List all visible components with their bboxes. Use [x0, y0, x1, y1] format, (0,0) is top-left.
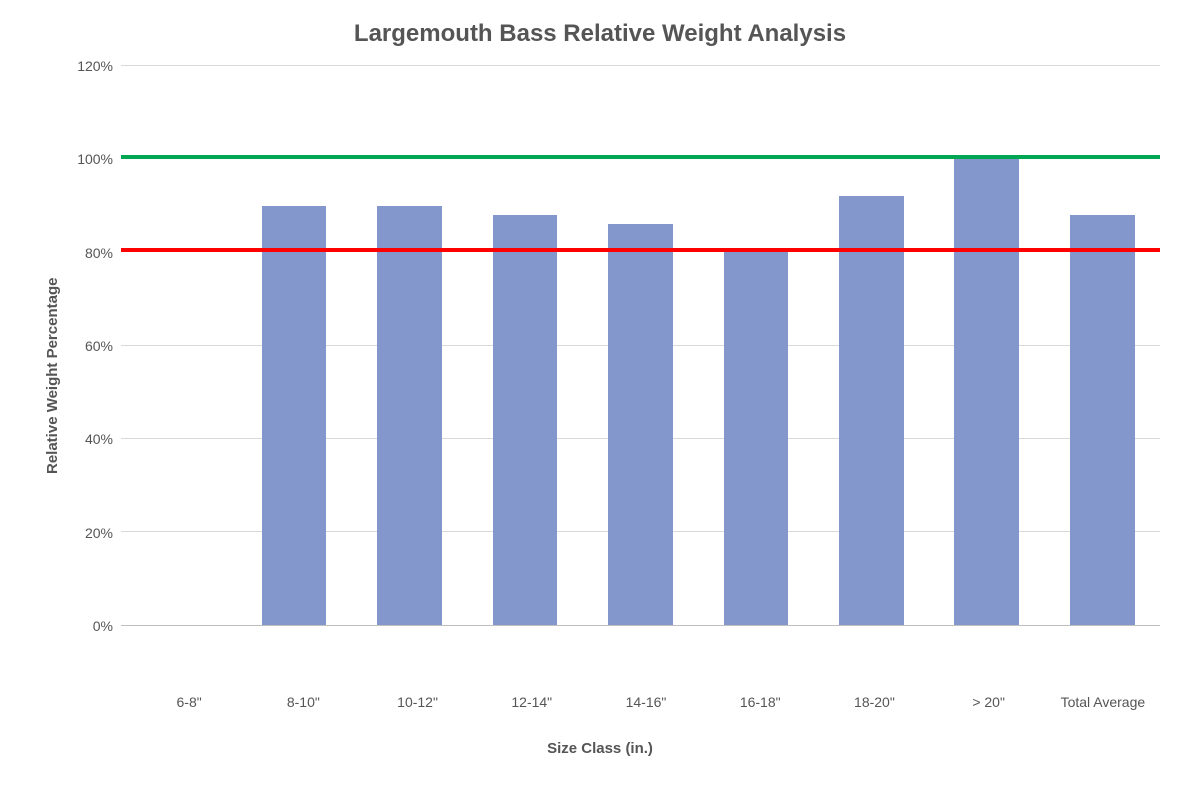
x-tick-label: 10-12" — [360, 686, 474, 712]
chart-title: Largemouth Bass Relative Weight Analysis — [40, 20, 1160, 48]
y-tick-label: 0% — [93, 618, 113, 634]
x-spacer — [40, 686, 132, 712]
reference-line — [121, 248, 1160, 252]
bar — [608, 224, 673, 625]
x-tick-label: Total Average — [1046, 686, 1160, 712]
plot-area — [121, 66, 1160, 626]
bars-group — [121, 66, 1160, 625]
x-tick-label: 14-16" — [589, 686, 703, 712]
chart-container: Largemouth Bass Relative Weight Analysis… — [0, 0, 1200, 800]
y-tick-label: 80% — [85, 245, 113, 261]
x-tick-label: 8-10" — [246, 686, 360, 712]
y-tick-label: 120% — [77, 58, 113, 74]
y-axis-ticks: 0%20%40%60%80%100%120% — [61, 66, 121, 626]
reference-line — [121, 155, 1160, 159]
bar-slot — [929, 66, 1044, 625]
x-tick-label: 18-20" — [817, 686, 931, 712]
bar — [262, 206, 327, 625]
bar — [493, 215, 558, 625]
bar-slot — [1045, 66, 1160, 625]
x-tick-label: 12-14" — [475, 686, 589, 712]
y-tick-label: 20% — [85, 525, 113, 541]
bar-slot — [236, 66, 351, 625]
y-axis-label: Relative Weight Percentage — [40, 66, 61, 686]
bar-slot — [814, 66, 929, 625]
bar-slot — [467, 66, 582, 625]
bar — [839, 196, 904, 625]
y-tick-label: 60% — [85, 338, 113, 354]
y-tick-label: 40% — [85, 431, 113, 447]
x-tick-label: 6-8" — [132, 686, 246, 712]
bar-slot — [352, 66, 467, 625]
x-tick-label: > 20" — [932, 686, 1046, 712]
bar — [377, 206, 442, 625]
x-axis-labels-row: 6-8"8-10"10-12"12-14"14-16"16-18"18-20">… — [40, 686, 1160, 712]
x-axis-labels: 6-8"8-10"10-12"12-14"14-16"16-18"18-20">… — [132, 686, 1160, 712]
bar — [724, 252, 789, 625]
bar — [954, 159, 1019, 625]
y-tick-label: 100% — [77, 151, 113, 167]
x-tick-label: 16-18" — [703, 686, 817, 712]
bar-slot — [698, 66, 813, 625]
bar-slot — [121, 66, 236, 625]
chart-body: Relative Weight Percentage 0% 20% 40% 60% 80… — [40, 66, 1160, 686]
bar — [1070, 215, 1135, 625]
x-axis-label: Size Class (in.) — [40, 740, 1160, 757]
bar-slot — [583, 66, 698, 625]
